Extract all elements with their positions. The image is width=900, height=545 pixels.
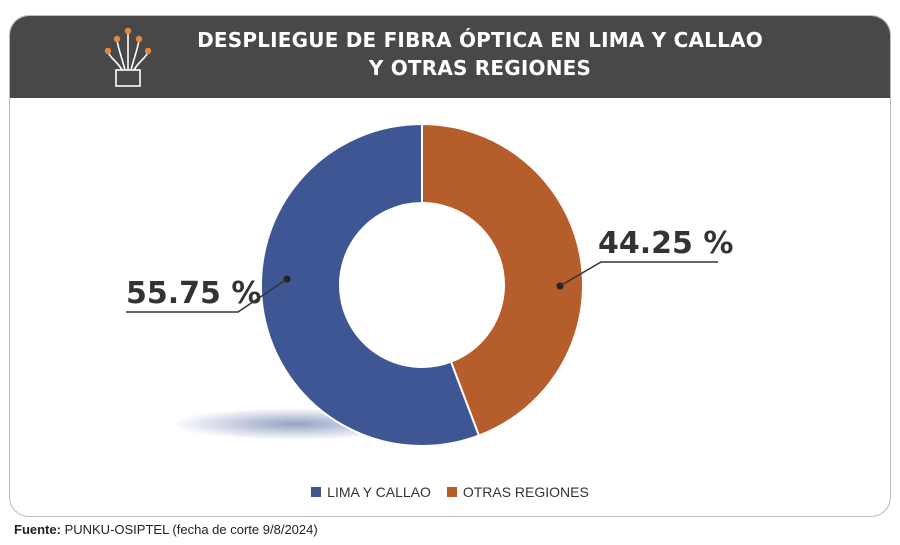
legend-swatch-otras-regiones — [446, 487, 457, 497]
donut-slice-lima-callao — [260, 122, 481, 447]
source-text: PUNKU-OSIPTEL (fecha de corte 9/8/2024) — [60, 522, 318, 537]
callout-line-otras-regiones — [559, 261, 718, 287]
source-note: Fuente: PUNKU-OSIPTEL (fecha de corte 9/… — [14, 522, 318, 537]
source-label: Fuente: — [14, 522, 61, 537]
data-label-lima-callao: 55.75 % — [126, 276, 261, 311]
legend-label-otras-regiones: OTRAS REGIONES — [462, 484, 589, 500]
callout-line-lima-callao — [126, 278, 288, 313]
fiber-optic-icon — [104, 27, 152, 87]
chart-title: DESPLIEGUE DE FIBRA ÓPTICA EN LIMA Y CAL… — [160, 26, 800, 82]
legend-item-otras-regiones: OTRAS REGIONES — [446, 484, 589, 500]
donut-slice-otras-regiones — [421, 122, 584, 437]
chart-legend: LIMA Y CALLAO OTRAS REGIONES — [0, 484, 900, 500]
legend-item-lima-callao: LIMA Y CALLAO — [311, 484, 431, 500]
title-line-1: DESPLIEGUE DE FIBRA ÓPTICA EN LIMA Y CAL… — [197, 28, 763, 52]
chart-header: DESPLIEGUE DE FIBRA ÓPTICA EN LIMA Y CAL… — [10, 16, 890, 98]
legend-swatch-lima-callao — [311, 487, 322, 497]
title-line-2: Y OTRAS REGIONES — [368, 56, 592, 80]
legend-label-lima-callao: LIMA Y CALLAO — [327, 484, 431, 500]
data-label-otras-regiones: 44.25 % — [598, 226, 733, 261]
